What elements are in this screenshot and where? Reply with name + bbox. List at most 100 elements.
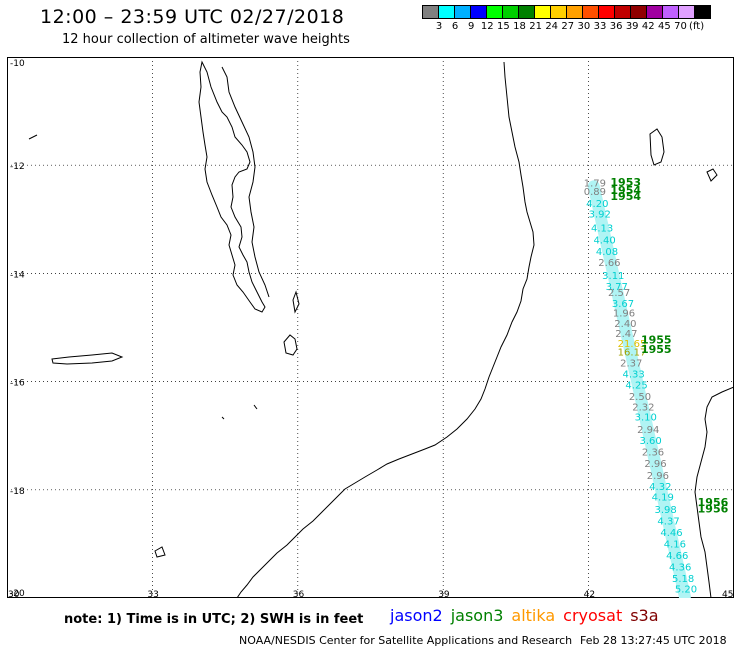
colorbar-swatch xyxy=(614,5,631,19)
colorbar-label: 21 xyxy=(529,21,542,32)
wave-height-label: 3.77 xyxy=(606,282,628,293)
wave-height-label: 2.96 xyxy=(644,459,666,470)
wave-height-label: 4.66 xyxy=(666,551,688,562)
wave-height-label: 2.36 xyxy=(642,448,664,459)
latitude-label: -14 xyxy=(10,270,25,280)
colorbar-label: 27 xyxy=(561,21,575,32)
wave-height-label: 2.57 xyxy=(608,288,630,299)
longitude-label: 39 xyxy=(438,590,450,598)
colorbar-swatch xyxy=(662,5,679,19)
wave-height-label: 2.66 xyxy=(598,258,620,269)
pass-time-label: 1954 xyxy=(610,190,641,203)
satellite-legend-item: cryosat xyxy=(563,606,623,625)
mozambique-coast xyxy=(236,61,535,598)
colorbar-swatch xyxy=(422,5,439,19)
lake-malawi-shore xyxy=(198,60,266,313)
colorbar-label: 12 xyxy=(480,21,494,32)
colorbar-label: 70 xyxy=(674,21,687,32)
colorbar-swatch xyxy=(454,5,471,19)
colorbar-labels: 3 6 9 12 15 18 21 24 27 30 33 36 39 42 45 70 (ft) xyxy=(422,21,740,35)
small-mark-3 xyxy=(154,546,166,558)
colorbar-label: 39 xyxy=(625,21,639,32)
latitude-label: -20 xyxy=(10,589,25,598)
small-mark-2 xyxy=(253,404,258,410)
wave-height-label: 16.17 xyxy=(618,348,647,359)
colorbar-label: 9 xyxy=(468,21,475,32)
wave-height-label: 21.65 xyxy=(618,339,647,350)
wave-height-label: 5.18 xyxy=(672,574,694,585)
colorbar-label: (ft) xyxy=(689,21,705,32)
wave-height-label: 4.19 xyxy=(652,493,674,504)
colorbar-label: 6 xyxy=(451,21,459,32)
pass-time-label: 1956 xyxy=(698,503,729,516)
wave-height-colorbar xyxy=(422,5,711,19)
longitude-label: 36 xyxy=(293,590,305,598)
wave-height-label: 4.33 xyxy=(623,369,645,380)
map-title: 12:00 – 23:59 UTC 02/27/2018 xyxy=(40,6,345,28)
colorbar-swatch xyxy=(486,5,503,19)
mayotte-island xyxy=(706,168,718,182)
longitude-label: 45 xyxy=(722,590,733,598)
madagascar-coast xyxy=(694,386,734,598)
wave-height-label: 4.40 xyxy=(593,236,615,247)
colorbar-swatch xyxy=(694,5,711,19)
colorbar-swatch xyxy=(470,5,487,19)
map-subtitle: 12 hour collection of altimeter wave hei… xyxy=(62,32,350,47)
colorbar-swatch xyxy=(598,5,615,19)
satellite-legend: jason2 jason3 altika cryosat s3a xyxy=(390,606,667,625)
wave-height-label: 3.10 xyxy=(635,413,657,424)
latitude-label: -18 xyxy=(10,487,25,497)
colorbar-swatch xyxy=(566,5,583,19)
colorbar-swatch xyxy=(518,5,535,19)
pass-time-label: 1956 xyxy=(698,496,729,509)
wave-height-label: 4.25 xyxy=(625,381,647,392)
units-note: note: 1) Time is in UTC; 2) SWH is in fe… xyxy=(64,612,364,627)
wave-height-label: 2.40 xyxy=(614,319,636,330)
satellite-legend-item: s3a xyxy=(630,606,659,625)
wave-height-label: 4.16 xyxy=(664,540,686,551)
malawi-east-shore xyxy=(221,66,270,298)
altimeter-map: 1.790.894.203.92 4.134.404.082.66 3.113.77… xyxy=(7,57,734,598)
wave-height-label: 3.60 xyxy=(639,436,661,447)
colorbar-label: 42 xyxy=(641,21,655,32)
wave-height-label: 5.20 xyxy=(675,585,697,596)
wave-height-label: 4.32 xyxy=(649,482,671,493)
wave-height-label: 1.96 xyxy=(613,309,635,320)
wave-height-label: 3.98 xyxy=(655,505,677,516)
colorbar-label: 3 xyxy=(435,21,443,32)
lake-tanganyika-bit xyxy=(51,352,124,365)
satellite-legend-item: jason3 xyxy=(450,606,504,625)
latitude-label: -10 xyxy=(10,59,25,69)
wave-height-label: 4.13 xyxy=(591,224,613,235)
colorbar-label: 36 xyxy=(609,21,623,32)
colorbar-label: 18 xyxy=(513,21,526,32)
colorbar-label: 15 xyxy=(497,21,510,32)
small-lake-1 xyxy=(292,290,300,314)
colorbar-swatch xyxy=(646,5,663,19)
wave-height-label: 2.96 xyxy=(647,471,669,482)
colorbar-swatch xyxy=(678,5,695,19)
wave-height-label: 4.08 xyxy=(596,247,618,258)
wave-height-label: 2.32 xyxy=(632,402,654,413)
wave-height-label: 4.36 xyxy=(669,562,691,573)
wave-height-labels: 1.790.894.203.92 4.134.404.082.66 3.113.77… xyxy=(584,178,697,595)
map-frame xyxy=(7,57,734,598)
colorbar-label: 45 xyxy=(658,21,671,32)
wave-height-label: 2.50 xyxy=(629,392,651,403)
credit-line: NOAA/NESDIS Center for Satellite Applica… xyxy=(239,634,573,647)
colorbar-swatch xyxy=(582,5,599,19)
longitude-label: 30 xyxy=(8,590,20,598)
small-mark-1 xyxy=(28,134,38,140)
colorbar-label: 30 xyxy=(577,21,591,32)
colorbar-swatch xyxy=(534,5,551,19)
wave-height-label: 3.11 xyxy=(602,271,624,282)
colorbar-label: 24 xyxy=(545,21,559,32)
satellite-legend-item: jason2 xyxy=(390,606,443,625)
track-band xyxy=(587,180,691,598)
pass-time-label: 1955 xyxy=(641,343,672,356)
wave-height-label: 3.92 xyxy=(589,210,611,221)
comoros-island xyxy=(649,128,665,166)
wave-height-label: 1.79 xyxy=(584,178,606,189)
